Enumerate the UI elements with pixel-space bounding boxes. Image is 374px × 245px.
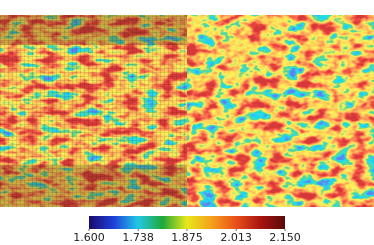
right-field	[187, 15, 374, 207]
mesh-overlay	[0, 15, 187, 207]
colorbar-tick-label: 1.738	[122, 231, 154, 244]
colorbar-tick-label: 1.600	[73, 231, 105, 244]
colorbar-tick-label: 2.150	[269, 231, 301, 244]
colorbar	[89, 216, 285, 229]
colorbar-tick-label: 1.875	[171, 231, 203, 244]
colorbar-tick-label: 2.013	[220, 231, 252, 244]
